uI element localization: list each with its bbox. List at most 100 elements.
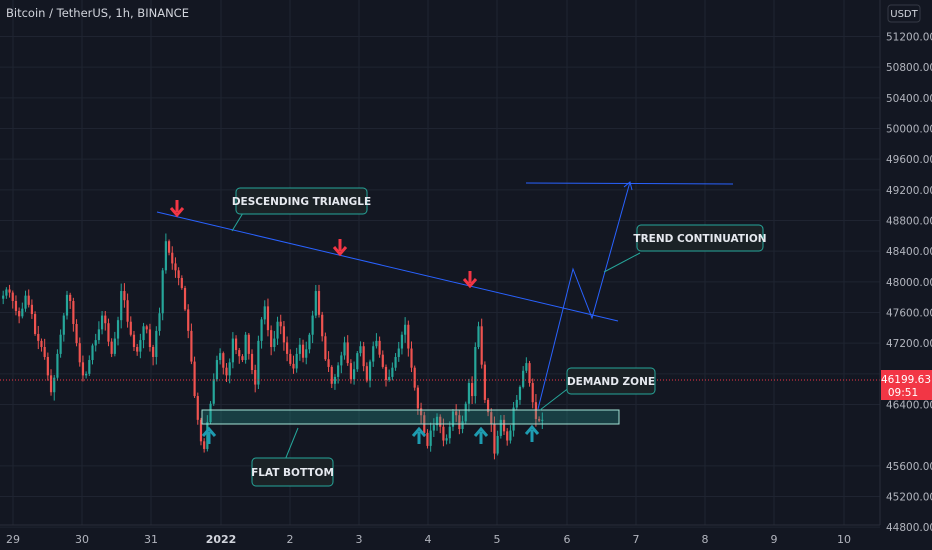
candle-body — [100, 315, 104, 330]
candle-body — [356, 353, 359, 370]
projected-path[interactable] — [537, 181, 631, 410]
candle-body — [161, 270, 164, 314]
candle-body — [384, 366, 388, 380]
candle-body — [69, 294, 72, 301]
candle-body — [464, 403, 467, 422]
candle-body — [419, 408, 423, 416]
callout-trend-continuation-text: TREND CONTINUATION — [633, 233, 766, 245]
target-line[interactable] — [525, 182, 734, 185]
time-tick-label: 2 — [287, 533, 294, 546]
candle-body — [126, 300, 129, 322]
candle-body — [75, 324, 78, 344]
candle-body — [120, 291, 123, 321]
candle-body — [413, 367, 416, 388]
candle-body — [24, 295, 27, 309]
price-tick-label: 49200.00 — [886, 185, 932, 197]
candle-body — [123, 291, 126, 301]
up-arrow-icon — [411, 426, 427, 444]
candle-body — [5, 289, 8, 296]
callout-flat-bottom[interactable]: FLAT BOTTOM — [251, 457, 334, 487]
callout-trend-continuation[interactable]: TREND CONTINUATION — [633, 224, 767, 252]
candle-body — [91, 345, 94, 361]
price-tick-label: 47600.00 — [886, 308, 932, 320]
candle-body — [435, 416, 439, 426]
candle-body — [215, 360, 219, 380]
down-arrow-icon — [462, 271, 478, 289]
time-tick-label: 5 — [494, 533, 501, 546]
candle-body — [270, 330, 273, 347]
candle-body — [81, 362, 85, 376]
callout-pointer-demand — [539, 386, 571, 411]
candle-body — [518, 386, 522, 400]
price-tick-label: 50800.00 — [886, 62, 932, 74]
candle-body — [244, 334, 247, 361]
candle-body — [254, 370, 257, 385]
up-arrow-icon — [524, 424, 540, 442]
time-tick-label: 4 — [425, 533, 432, 546]
candle-body — [340, 355, 343, 366]
candle-body — [260, 319, 263, 341]
candle-body — [164, 241, 167, 271]
candle-body — [97, 329, 100, 341]
candle-body — [359, 346, 362, 354]
candle-body — [59, 334, 62, 354]
grid-lines — [0, 0, 880, 528]
time-axis[interactable]: 29 30 31 2022 2 3 4 5 6 7 8 9 10 — [6, 533, 851, 546]
candle-body — [467, 383, 471, 404]
symbol-title: Bitcoin / TetherUS, 1h, BINANCE — [6, 6, 189, 20]
time-tick-label: 10 — [837, 533, 851, 546]
candle-body — [238, 350, 241, 357]
currency-button[interactable]: USDT — [887, 4, 921, 23]
candle-body — [372, 346, 375, 362]
price-axis[interactable]: 51200.00 50800.00 50400.00 50000.00 49600.00… — [886, 32, 932, 550]
descending-trendline[interactable] — [156, 211, 619, 322]
time-tick-label: 29 — [6, 533, 20, 546]
candle-body — [480, 326, 483, 365]
up-arrow-icon — [473, 426, 489, 444]
countdown-timer: 09:51 — [888, 387, 918, 399]
callout-pointer-triangle — [231, 212, 244, 232]
price-tick-label: 48800.00 — [886, 216, 932, 228]
candle-body — [190, 330, 193, 362]
candle-body — [388, 376, 391, 380]
candle-body — [219, 353, 222, 361]
current-price-badge: 46199.63 09:51 — [881, 370, 932, 400]
candle-body — [193, 361, 196, 397]
callout-pointer-trend — [603, 252, 641, 273]
callout-demand-zone[interactable]: DEMAND ZONE — [566, 367, 656, 395]
candle-body — [225, 367, 228, 376]
candle-body — [209, 403, 212, 423]
candle-body — [337, 365, 340, 377]
demand-zone-box[interactable] — [201, 409, 620, 425]
candle-body — [378, 340, 381, 355]
currency-button-label: USDT — [890, 9, 918, 20]
candle-body — [273, 338, 276, 347]
time-tick-label: 8 — [702, 533, 709, 546]
candle-body — [286, 342, 289, 354]
candle-body — [33, 314, 37, 334]
callout-descending-triangle[interactable]: DESCENDING TRIANGLE — [232, 187, 371, 215]
candle-body — [2, 295, 5, 299]
candle-body — [442, 426, 445, 441]
candle-body — [458, 415, 461, 430]
candle-body — [397, 348, 400, 357]
candle-body — [234, 338, 238, 351]
candle-body — [107, 323, 110, 342]
candle-body — [346, 342, 349, 364]
candle-body — [528, 363, 531, 384]
callout-demand-zone-text: DEMAND ZONE — [567, 376, 655, 388]
candle-body — [222, 353, 225, 368]
candle-body — [305, 349, 308, 358]
candle-body — [512, 407, 515, 431]
candle-body — [40, 340, 43, 347]
candle-body — [142, 326, 145, 341]
candle-body — [410, 348, 413, 368]
candle-body — [471, 383, 474, 397]
candle-body — [155, 330, 158, 357]
price-tick-label: 51200.00 — [886, 32, 932, 44]
time-tick-label: 31 — [144, 533, 158, 546]
candle-body — [522, 370, 525, 387]
up-arrow-icon — [201, 426, 217, 444]
candle-body — [180, 278, 183, 288]
